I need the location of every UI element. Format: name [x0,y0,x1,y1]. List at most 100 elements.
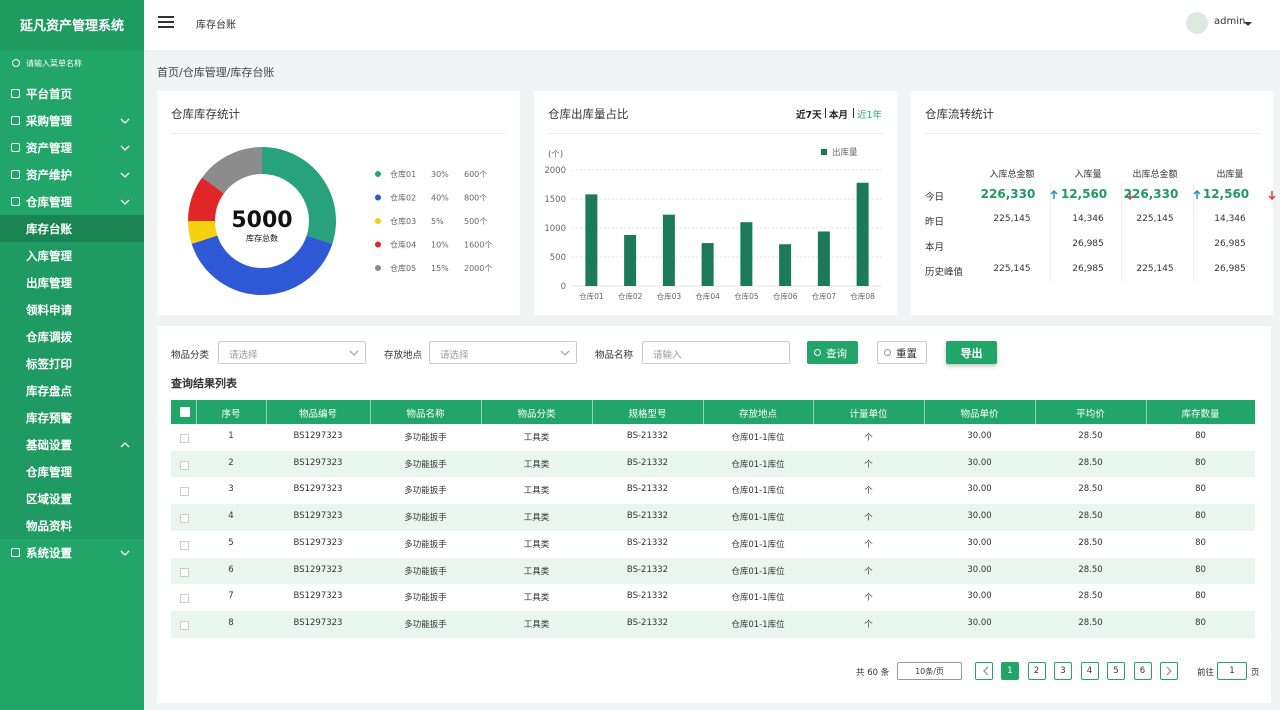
menu-item[interactable]: 资产管理 [0,134,144,161]
menu-label: 平台首页 [26,87,72,101]
row-checkbox[interactable] [180,594,189,604]
table-cell: 工具类 [523,566,550,577]
sidebar-header [0,0,144,50]
table-cell: 28.50 [1078,457,1103,468]
page-button[interactable]: 2 [1027,662,1046,680]
row-checkbox[interactable] [180,460,189,470]
stat-value: 14,346 [1214,214,1246,224]
header-divider [196,400,197,424]
menu-item[interactable]: 库存预警 [0,404,144,431]
table-cell: BS-21332 [626,457,669,468]
row-checkbox[interactable] [180,487,189,497]
row-checkbox[interactable] [180,567,189,577]
user-name[interactable]: admin [1214,16,1246,27]
menu-item[interactable]: 仓库管理 [0,188,144,215]
tab-separator [853,108,854,118]
y-tick-label: 1500 [544,195,566,205]
chevron-path [120,199,130,205]
prev-page[interactable] [975,662,993,680]
bar [662,214,675,286]
header-divider [481,400,482,424]
avatar[interactable] [1186,12,1208,34]
legend-swatch [821,149,827,155]
table-cell: BS1297323 [293,457,343,468]
menu-item[interactable]: 采购管理 [0,107,144,134]
table-cell: 28.50 [1078,431,1103,441]
trend-arrow-path [1126,191,1134,200]
page-button[interactable]: 5 [1107,662,1125,680]
legend-dot [375,241,381,248]
stat-value: 26,985 [1214,264,1246,274]
time-tab[interactable]: 本月 [829,110,849,121]
menu-item[interactable]: 仓库调拨 [0,323,144,350]
table-cell: 个 [864,539,873,550]
menu-label: 区域设置 [26,492,72,506]
table-cell: 28.50 [1078,591,1103,602]
row-checkbox[interactable] [180,620,189,630]
legend-count: 2000个 [464,264,492,273]
row-checkbox[interactable] [180,514,189,524]
legend-count: 800个 [464,194,487,203]
menu-item[interactable]: 基础设置 [0,431,144,458]
search-button[interactable]: 查询 [807,341,858,364]
stat-value: 225,145 [1136,214,1174,224]
x-tick-label: 仓库06 [773,291,798,301]
menu-item[interactable]: 区域设置 [0,485,144,512]
menu-item[interactable]: 标签打印 [0,350,144,377]
menu-item[interactable]: 出库管理 [0,269,144,296]
pie-center-label: 库存总数 [246,233,278,243]
stat-column-header: 出库总金额 [1132,170,1178,180]
menu-item[interactable]: 平台首页 [0,80,144,107]
card: 仓库流转统计 入库总金额 入库量 出库总金额 出库量 今日 226,330 12,560 226… [911,91,1276,315]
menu-label: 资产维护 [26,168,72,182]
card-title: 仓库出库量占比 [548,107,629,121]
menu-item[interactable]: 资产维护 [0,161,144,188]
reset-button[interactable]: 重置 [877,341,927,364]
chevron-path [120,145,130,151]
filter-input[interactable]: 请选择 [218,341,366,364]
page-button[interactable]: 3 [1054,662,1072,680]
row-checkbox[interactable] [180,434,189,443]
page-button[interactable]: 4 [1080,662,1099,680]
menu-item[interactable]: 库存盘点 [0,377,144,404]
chevron [120,145,130,151]
button-label: 导出 [960,347,983,360]
filter-input[interactable]: 请输入 [642,341,790,364]
page-size-select[interactable]: 10条/页 [897,662,962,680]
legend-percent: 30% [431,170,449,179]
time-tab[interactable]: 近1年 [857,110,883,121]
row-checkbox[interactable] [180,540,189,550]
menu-item[interactable]: 物品资料 [0,512,144,539]
export-button[interactable]: 导出 [946,341,997,364]
page-button[interactable]: 6 [1133,662,1152,680]
bar [624,234,637,286]
header-checkbox[interactable] [180,407,190,417]
table-cell: BS1297323 [293,511,343,522]
goto-input[interactable]: 1 [1217,662,1247,680]
table-cell: 工具类 [523,433,550,443]
stat-value: 14,346 [1072,214,1104,224]
table-cell: 仓库01-1库位 [731,513,785,524]
menu-item[interactable]: 仓库管理 [0,458,144,485]
x-tick-label: 仓库08 [850,291,875,301]
header-divider [592,400,593,424]
menu-item[interactable]: 领料申请 [0,296,144,323]
bar [856,182,869,286]
stat-value: 26,985 [1072,239,1104,249]
trend-arrow [1268,191,1276,200]
table-cell: 30.00 [967,591,992,602]
menu-item[interactable]: 系统设置 [0,539,144,566]
next-page[interactable] [1160,662,1178,680]
bar [701,243,714,286]
time-tab[interactable]: 近7天 [796,110,822,121]
column-divider [1121,183,1122,281]
menu-search[interactable]: 请输入菜单名称 [26,59,82,68]
page-button[interactable]: 1 [1001,662,1019,680]
menu-item[interactable]: 库存台账 [0,215,144,242]
table-cell: 工具类 [523,459,550,470]
menu-item[interactable]: 入库管理 [0,242,144,269]
header-divider [1035,400,1036,424]
page-number: 5 [1113,666,1119,676]
filter-input[interactable]: 请选择 [429,341,577,364]
chevron [120,172,130,178]
